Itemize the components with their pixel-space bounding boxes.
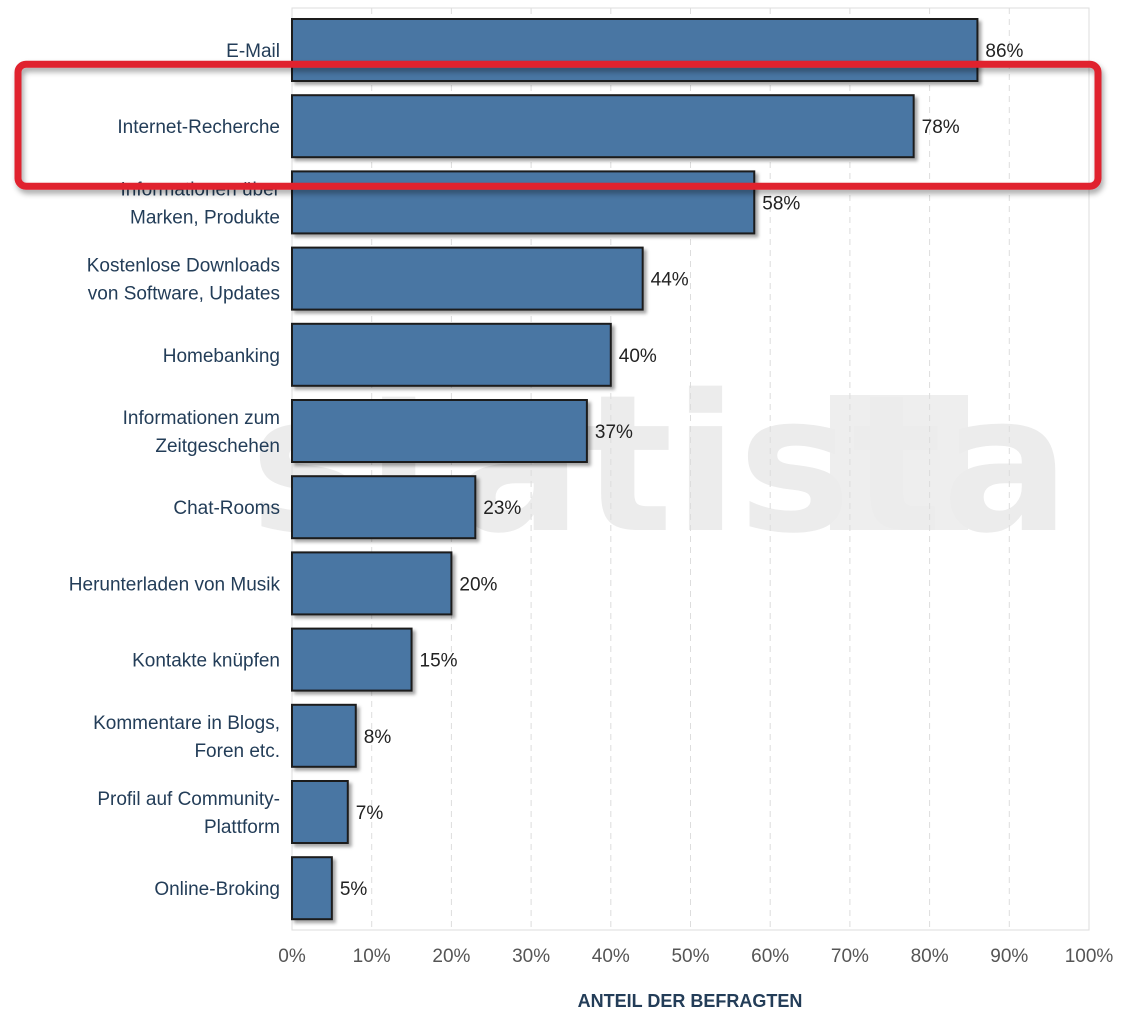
x-axis-ticks: 0% 10% 20% 30% 40% 50% 60% 70% 80% 90% 100% bbox=[278, 946, 1113, 967]
bar bbox=[291, 627, 413, 692]
watermark-logo-icon bbox=[830, 395, 968, 530]
category-label: Chat-Rooms bbox=[173, 498, 280, 519]
category-label-line: Online-Broking bbox=[154, 879, 280, 900]
x-tick-label: 80% bbox=[911, 946, 949, 967]
category-label-line: Informationen über bbox=[121, 179, 281, 200]
bar bbox=[291, 18, 979, 82]
category-label: Online-Broking bbox=[154, 879, 280, 900]
x-tick-label: 50% bbox=[671, 946, 709, 967]
bars bbox=[291, 18, 979, 921]
category-label-line: Plattform bbox=[204, 817, 280, 838]
category-labels: E-Mail Internet-Recherche Informationen üb… bbox=[69, 41, 281, 900]
category-label: Kostenlose Downloads von Software, Update… bbox=[87, 256, 280, 305]
category-label-line: E-Mail bbox=[226, 41, 280, 62]
category-label: Internet-Recherche bbox=[117, 117, 280, 138]
value-label: 58% bbox=[762, 193, 800, 214]
category-label-line: Foren etc. bbox=[194, 741, 280, 762]
category-label-line: Homebanking bbox=[163, 346, 280, 367]
value-label: 20% bbox=[459, 574, 497, 595]
value-label: 86% bbox=[985, 41, 1023, 62]
bar bbox=[291, 94, 915, 159]
value-label: 40% bbox=[619, 346, 657, 367]
category-label: Informationen zum Zeitgeschehen bbox=[123, 408, 280, 457]
highlight-rect bbox=[14, 60, 1102, 190]
x-tick-label: 30% bbox=[512, 946, 550, 967]
value-label: 15% bbox=[420, 651, 458, 672]
x-axis-title: ANTEIL DER BEFRAGTEN bbox=[578, 991, 803, 1011]
category-label: Profil auf Community- Plattform bbox=[97, 789, 280, 838]
x-tick-label: 40% bbox=[592, 946, 630, 967]
category-label-line: Kommentare in Blogs, bbox=[93, 713, 280, 734]
bar bbox=[291, 246, 644, 311]
category-label-line: Informationen zum bbox=[123, 408, 280, 429]
category-label-line: Profil auf Community- bbox=[97, 789, 280, 810]
x-tick-label: 70% bbox=[831, 946, 869, 967]
x-tick-label: 60% bbox=[751, 946, 789, 967]
watermark: statista bbox=[250, 354, 1070, 575]
bar bbox=[291, 703, 357, 768]
value-label: 5% bbox=[340, 879, 368, 900]
category-label: Kontakte knüpfen bbox=[132, 651, 280, 672]
category-label-line: Kontakte knüpfen bbox=[132, 651, 280, 672]
category-label: E-Mail bbox=[226, 41, 280, 62]
bar bbox=[291, 475, 477, 540]
x-tick-label: 0% bbox=[278, 946, 306, 967]
value-label: 78% bbox=[922, 117, 960, 138]
bar bbox=[291, 399, 588, 463]
category-label-line: Herunterladen von Musik bbox=[69, 574, 281, 595]
value-label: 23% bbox=[483, 498, 521, 519]
category-label-line: Chat-Rooms bbox=[173, 498, 280, 519]
value-label: 8% bbox=[364, 727, 392, 748]
bar bbox=[291, 322, 612, 387]
x-tick-label: 100% bbox=[1065, 946, 1114, 967]
x-tick-label: 10% bbox=[353, 946, 391, 967]
bar bbox=[291, 551, 453, 616]
value-label: 7% bbox=[356, 803, 384, 824]
value-label: 44% bbox=[651, 270, 689, 291]
highlight-frame bbox=[14, 60, 1102, 190]
bar bbox=[291, 170, 756, 235]
x-tick-label: 90% bbox=[990, 946, 1028, 967]
category-label: Kommentare in Blogs, Foren etc. bbox=[93, 713, 280, 762]
category-label-line: von Software, Updates bbox=[88, 284, 280, 305]
x-tick-label: 20% bbox=[432, 946, 470, 967]
bar bbox=[291, 856, 333, 921]
value-label: 37% bbox=[595, 422, 633, 443]
category-label-line: Kostenlose Downloads bbox=[87, 256, 280, 277]
category-label-line: Internet-Recherche bbox=[117, 117, 280, 138]
category-label-line: Zeitgeschehen bbox=[155, 436, 280, 457]
bar bbox=[291, 780, 349, 844]
category-label-line: Marken, Produkte bbox=[130, 207, 280, 228]
category-label: Herunterladen von Musik bbox=[69, 574, 281, 595]
category-label: Homebanking bbox=[163, 346, 280, 367]
value-labels: 86% 78% 58% 44% 40% 37% 23% 20% 15% 8% 7% 5% bbox=[340, 41, 1024, 900]
